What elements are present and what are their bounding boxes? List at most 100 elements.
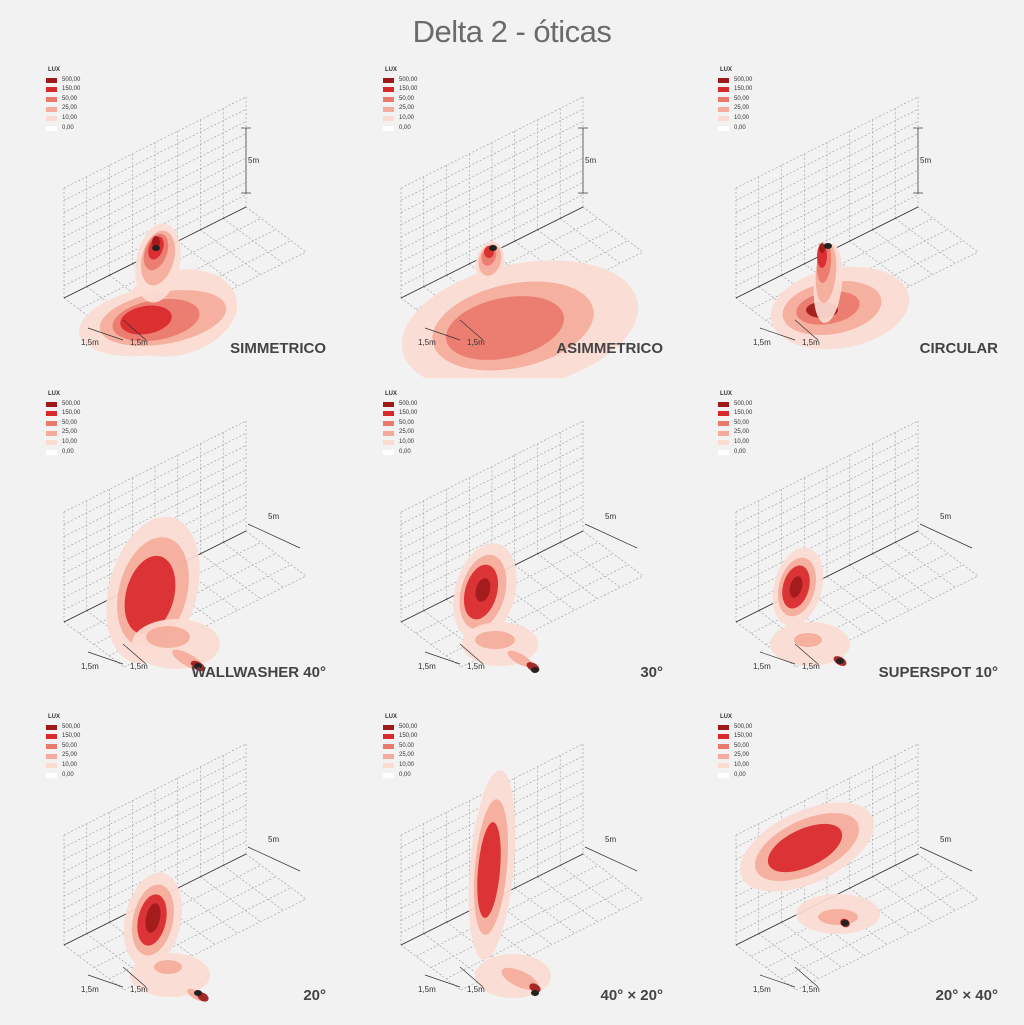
legend-header: LUX <box>385 67 397 73</box>
legend-swatch <box>46 411 57 417</box>
depth-dimension-label: 1,5m <box>802 985 820 994</box>
legend-row: 10,00 <box>718 114 752 124</box>
legend-row: 10,00 <box>383 438 417 448</box>
optic-label: CIRCULAR <box>919 340 998 357</box>
legend-row: 10,00 <box>718 438 752 448</box>
legend-value: 150,00 <box>734 410 753 417</box>
legend-row: 50,00 <box>718 742 752 752</box>
dimension-lines <box>87 846 301 988</box>
legend-swatch <box>46 744 57 750</box>
isolux-band <box>529 983 541 993</box>
legend-swatch <box>718 125 729 131</box>
legend-row: 50,00 <box>46 742 80 752</box>
legend-value: 150,00 <box>399 86 418 93</box>
legend-value: 500,00 <box>399 76 418 83</box>
legend-value: 25,00 <box>734 105 750 112</box>
legend-value: 10,00 <box>734 114 750 121</box>
legend-value: 10,00 <box>734 761 750 768</box>
dimension-lines <box>87 523 301 665</box>
legend-row: 25,00 <box>383 751 417 761</box>
legend-value: 25,00 <box>62 429 78 436</box>
legend-swatch <box>46 106 57 112</box>
legend-swatch <box>46 440 57 446</box>
legend-value: 10,00 <box>399 761 415 768</box>
legend-value: 50,00 <box>399 742 415 749</box>
depth-dimension-label: 1,5m <box>467 662 485 671</box>
isolux-band <box>145 903 161 933</box>
legend-row: 10,00 <box>46 114 80 124</box>
luminaire-icon <box>489 245 497 251</box>
optic-panel: LUX 500,00 150,00 50,00 25,00 10,00 0,00 5m 1,5m… <box>8 705 338 1025</box>
legend-value: 50,00 <box>62 419 78 426</box>
height-dimension-label: 5m <box>605 835 617 844</box>
isolux-contours <box>123 872 210 1002</box>
optic-panel: LUX 500,00 150,00 50,00 25,00 10,00 0,00 5m 1,5m… <box>345 382 675 702</box>
legend-value: 0,00 <box>734 448 746 455</box>
isolux-diagram <box>400 96 644 378</box>
legend-header: LUX <box>720 391 732 397</box>
legend-swatch <box>718 744 729 750</box>
depth-dimension-label: 1,5m <box>753 985 771 994</box>
optic-label: 30° <box>640 664 663 681</box>
legend-row: 500,00 <box>718 76 752 86</box>
lux-legend: LUX 500,00 150,00 50,00 25,00 10,00 0,00 <box>46 66 80 133</box>
legend-swatch <box>46 421 57 427</box>
depth-dimension-label: 1,5m <box>418 338 436 347</box>
legend-value: 500,00 <box>734 400 753 407</box>
optic-panel: LUX 500,00 150,00 50,00 25,00 10,00 0,00 5m 1,5m… <box>680 382 1010 702</box>
isolux-diagram <box>735 96 979 350</box>
legend-value: 10,00 <box>734 438 750 445</box>
isolux-band <box>154 960 182 974</box>
legend-row: 0,00 <box>718 771 752 781</box>
legend-swatch <box>46 97 57 103</box>
legend-row: 150,00 <box>46 732 80 742</box>
lux-legend: LUX 500,00 150,00 50,00 25,00 10,00 0,00 <box>718 66 752 133</box>
isolux-band <box>794 633 822 647</box>
legend-swatch <box>718 734 729 740</box>
legend-row: 25,00 <box>718 751 752 761</box>
legend-value: 10,00 <box>62 114 78 121</box>
legend-value: 0,00 <box>62 448 74 455</box>
legend-value: 10,00 <box>399 438 415 445</box>
legend-value: 25,00 <box>399 752 415 759</box>
lux-legend: LUX 500,00 150,00 50,00 25,00 10,00 0,00 <box>46 390 80 457</box>
height-dimension-label: 5m <box>268 512 280 521</box>
legend-row: 50,00 <box>383 95 417 105</box>
legend-row: 50,00 <box>718 419 752 429</box>
legend-value: 0,00 <box>399 448 411 455</box>
legend-value: 0,00 <box>734 124 746 131</box>
legend-row: 150,00 <box>46 409 80 419</box>
legend-row: 150,00 <box>46 85 80 95</box>
legend-swatch <box>46 125 57 131</box>
isolux-contours <box>453 543 540 672</box>
legend-value: 50,00 <box>62 95 78 102</box>
lux-legend: LUX 500,00 150,00 50,00 25,00 10,00 0,00 <box>46 713 80 780</box>
isolux-band <box>475 578 491 602</box>
isolux-contours <box>401 241 639 378</box>
dimension-lines <box>759 846 973 988</box>
legend-row: 25,00 <box>718 428 752 438</box>
dimension-lines <box>87 127 251 341</box>
optic-panel: LUX 500,00 150,00 50,00 25,00 10,00 0,00 5m 1,5m… <box>8 58 338 378</box>
dimension-lines <box>424 127 588 341</box>
legend-swatch <box>46 77 57 83</box>
legend-value: 25,00 <box>734 429 750 436</box>
depth-dimension-label: 1,5m <box>802 338 820 347</box>
height-dimension-label: 5m <box>605 512 617 521</box>
legend-value: 50,00 <box>399 419 415 426</box>
legend-row: 25,00 <box>718 104 752 114</box>
grid-lines <box>63 743 307 991</box>
legend-swatch <box>718 116 729 122</box>
legend-swatch <box>383 77 394 83</box>
legend-row: 500,00 <box>46 400 80 410</box>
isolux-diagram <box>63 96 307 357</box>
legend-row: 25,00 <box>383 104 417 114</box>
legend-row: 10,00 <box>383 761 417 771</box>
legend-swatch <box>383 763 394 769</box>
legend-value: 25,00 <box>62 105 78 112</box>
legend-row: 10,00 <box>46 761 80 771</box>
legend-swatch <box>383 449 394 455</box>
legend-value: 500,00 <box>62 723 81 730</box>
legend-header: LUX <box>385 391 397 397</box>
legend-header: LUX <box>48 714 60 720</box>
